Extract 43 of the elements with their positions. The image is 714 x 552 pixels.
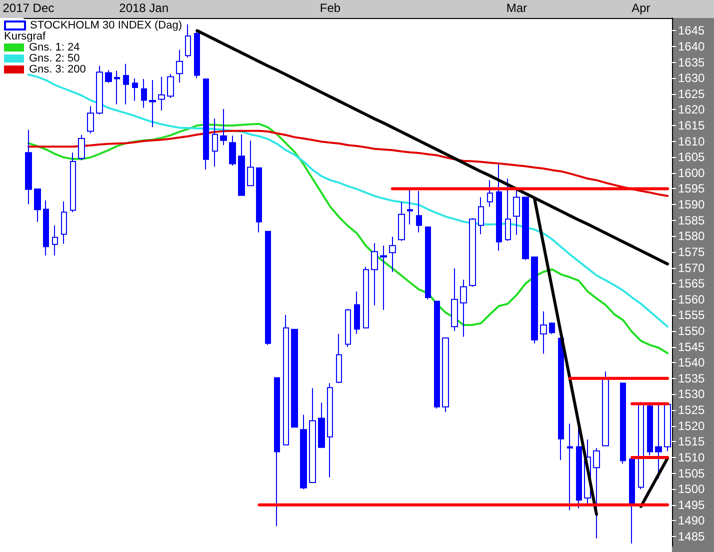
y-tick-label: 1625: [678, 86, 706, 101]
y-tick-label: 1585: [678, 213, 706, 228]
y-tick-label: 1540: [678, 356, 706, 370]
y-tick-label: 1545: [678, 340, 706, 354]
y-tick-label: 1555: [678, 308, 706, 322]
y-tick-label: 1595: [678, 182, 706, 196]
legend-label: STOCKHOLM 30 INDEX (Dag): [30, 20, 182, 32]
y-tick-label: 1610: [678, 134, 706, 148]
y-tick-label: 1520: [678, 418, 706, 433]
y-tick-label: 1640: [678, 39, 706, 54]
y-tick-label: 1535: [678, 371, 706, 386]
legend-label: Gns. 2: 50: [29, 52, 80, 64]
y-tick-label: 1570: [678, 260, 706, 275]
y-tick-label: 1645: [678, 24, 706, 38]
y-tick-label: 1560: [678, 292, 706, 306]
y-tick-label: 1525: [678, 403, 706, 418]
y-tick-label: 1580: [678, 229, 706, 244]
y-tick-label: 1635: [678, 55, 706, 70]
legend-label: Gns. 3: 200: [29, 64, 86, 76]
y-tick-label: 1495: [678, 498, 706, 512]
y-tick-label: 1605: [678, 150, 706, 164]
legend-title: Kursgraf: [4, 30, 47, 42]
x-tick-label: Apr: [632, 1, 650, 15]
x-tick-label: 2018 Jan: [119, 1, 169, 15]
y-tick-label: 1600: [678, 166, 706, 180]
legend-label: Gns. 1: 24: [29, 42, 80, 54]
y-tick-label: 1590: [678, 198, 706, 212]
y-tick-label: 1575: [678, 244, 706, 259]
y-tick-label: 1550: [678, 324, 706, 338]
y-tick-label: 1505: [678, 466, 706, 480]
y-tick-label: 1510: [678, 450, 706, 464]
x-tick-label: Feb: [320, 1, 341, 15]
y-tick-label: 1490: [678, 514, 706, 528]
y-tick-label: 1565: [678, 276, 706, 291]
y-tick-label: 1615: [678, 118, 706, 132]
y-tick-label: 1530: [678, 387, 706, 402]
y-tick-label: 1515: [678, 434, 706, 449]
x-tick-label: Mar: [506, 1, 527, 15]
y-tick-label: 1620: [678, 102, 706, 117]
y-tick-label: 1485: [678, 530, 706, 544]
y-tick-label: 1500: [678, 482, 706, 496]
y-tick-label: 1630: [678, 71, 706, 86]
x-tick-label: 2017 Dec: [2, 1, 54, 15]
